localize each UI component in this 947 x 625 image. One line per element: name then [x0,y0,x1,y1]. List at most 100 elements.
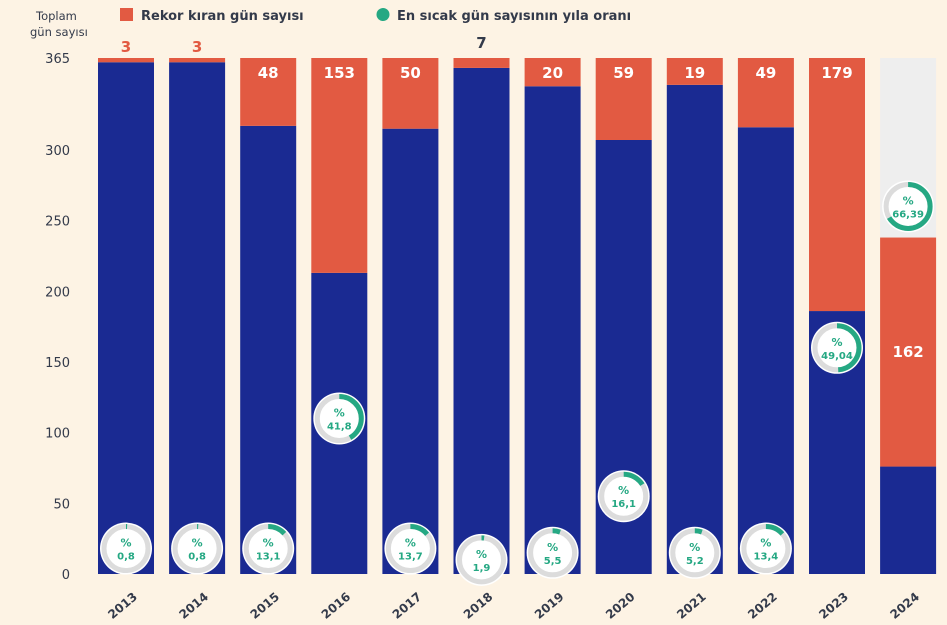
share-percent-sign: % [831,336,842,349]
y-tick-label: 150 [45,356,70,371]
bar-record-days [524,58,581,87]
x-tick-label: 2019 [532,590,567,622]
share-ring-arc [243,524,293,574]
legend: Toplam gün sayısı Rekor kıran gün sayısı… [30,8,631,39]
share-ring-arc [172,524,222,574]
share-ring-arc [314,393,364,443]
share-ring-arc [101,524,151,574]
y-tick-label: 50 [53,497,70,512]
share-ring: % 13,7 [384,522,437,575]
x-tick-label: 2016 [319,590,354,622]
x-tick-label: 2017 [390,590,425,622]
share-ring-bg [171,522,224,575]
share-percent-value: 13,1 [256,552,281,563]
x-axis: 2013 2014 2015 2016 2017 2018 2019 2020 2021 2022… [105,590,922,622]
share-ring: % 13,4 [739,522,792,575]
share-percent-value: 5,2 [686,556,704,567]
share-ring: % 13,1 [242,522,295,575]
share-ring-arc [741,524,791,574]
share-ring: % 5,5 [526,526,579,579]
share-ring-arc [599,471,649,521]
share-percent-value: 41,8 [327,421,352,432]
record-labels: 3 3 48 153 50 7 20 59 19 49 179 162 [121,34,924,361]
share-percent-value: 1,9 [473,563,491,574]
record-count-label: 179 [821,64,852,82]
bar-normal-days [382,128,439,574]
share-ring-bg [100,522,152,575]
x-tick-label: 2015 [248,590,283,622]
share-ring: % 49,04 [811,321,863,374]
y-tick-label: 300 [45,144,70,159]
bar-normal-days [666,84,723,574]
share-percent-value: 0,8 [188,552,206,563]
share-percent-sign: % [903,194,914,207]
share-percent-sign: % [618,484,629,497]
share-percent-sign: % [760,537,771,550]
share-ring-bg [242,522,295,575]
y-axis: 0 50 100 150 200 250 300 365 [45,52,70,583]
x-tick-label: 2013 [105,590,140,622]
share-percent-sign: % [120,537,131,550]
share-percent-sign: % [405,537,416,550]
share-percent-value: 5,5 [544,556,562,567]
x-tick-label: 2014 [176,590,211,622]
share-ring-arc [883,181,933,231]
x-tick-label: 2023 [816,590,851,622]
bar-record-days [809,58,865,312]
bar-record-days [595,58,652,140]
share-percent-value: 13,4 [754,552,779,563]
legend-share-label: En sıcak gün sayısının yıla oranı [397,9,631,24]
share-ring-bg [668,526,721,579]
share-percent-value: 0,8 [117,552,135,563]
y-axis-label-line1: Toplam [35,9,77,23]
share-ring-bg [313,392,366,445]
x-tick-label: 2021 [674,590,709,622]
share-ring-arc [670,528,720,578]
bars [98,58,937,575]
bar-normal-days [453,67,510,575]
share-percent-value: 16,1 [611,499,636,510]
y-tick-label: 0 [62,568,70,583]
bar-normal-days [98,62,154,575]
share-ring-bg [455,533,508,586]
share-ring: % 41,8 [313,392,366,445]
share-percent-sign: % [192,537,203,550]
bar-normal-days [737,127,794,574]
bar-record-days [240,58,297,126]
share-percent-value: 66,39 [892,209,924,220]
share-ring-bg [384,522,437,575]
x-tick-label: 2022 [745,590,780,622]
bar-record-days [98,58,154,63]
bar-record-days [169,58,226,63]
y-tick-label: 365 [45,52,70,67]
share-percent-value: 13,7 [398,552,423,563]
bar-record-days [311,58,368,273]
share-ring: % 0,8 [100,522,152,575]
share-ring-arc [457,535,506,585]
record-count-label: 3 [192,38,202,56]
bar-record-days [666,58,723,85]
y-tick-label: 100 [45,427,70,442]
record-count-label: 20 [542,64,563,82]
x-tick-label: 2024 [887,590,922,622]
share-percent-sign: % [476,548,487,561]
record-count-label: 50 [400,64,421,82]
record-count-label: 7 [476,34,486,52]
record-count-label: 162 [892,343,923,361]
record-count-label: 3 [121,38,131,56]
record-count-label: 49 [755,64,776,82]
bar-normal-days [880,466,937,574]
share-ring-bg [739,522,792,575]
share-percent-value: 49,04 [821,351,853,362]
share-ring: % 0,8 [171,522,224,575]
record-count-label: 19 [684,64,705,82]
share-ring-bg [882,180,935,233]
share-ring: % 66,39 [882,180,935,233]
legend-record-label: Rekor kıran gün sayısı [141,9,304,24]
share-rings: % 0,8% 0,8% 13,1% 41,8% 13,7 % 1,9% 5,5% 16,1% 5,2… [100,180,935,586]
x-tick-label: 2020 [603,590,638,622]
y-tick-label: 200 [45,285,70,300]
share-ring: % 1,9 [455,533,508,586]
share-percent-sign: % [334,406,345,419]
